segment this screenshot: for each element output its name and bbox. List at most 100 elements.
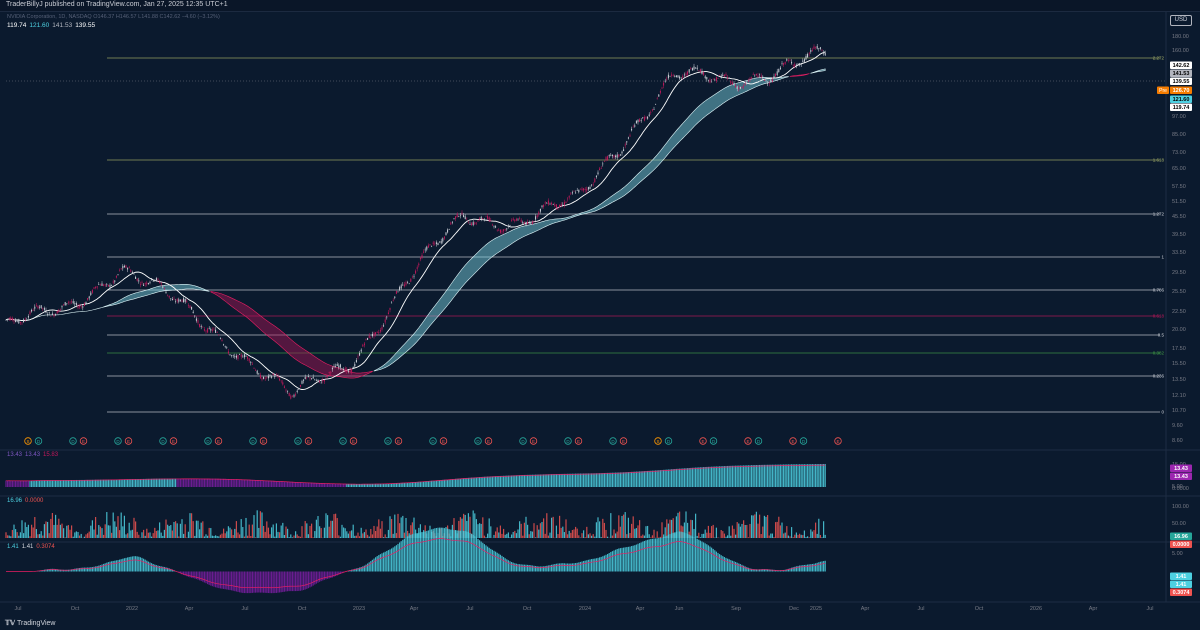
- candle-body: [743, 85, 745, 87]
- hist-bar: [181, 519, 183, 538]
- chart-canvas[interactable]: 2.2721.6181.27210.7860.6180.50.3820.2360…: [0, 12, 1200, 618]
- candle: [466, 217, 468, 221]
- candle: [384, 316, 386, 325]
- hist-bar: [637, 525, 639, 538]
- hist-bar: [821, 463, 823, 487]
- hist-bar: [643, 535, 645, 538]
- hist-bar: [523, 564, 525, 572]
- hist-bar: [227, 571, 229, 590]
- candle: [714, 78, 716, 81]
- hist-bar: [730, 465, 732, 487]
- candle-body: [552, 204, 554, 205]
- hist-bar: [786, 464, 788, 487]
- hist-bar: [698, 539, 700, 572]
- hist-bar: [131, 556, 133, 572]
- hist-bar: [346, 531, 348, 538]
- candle: [695, 67, 697, 69]
- candle: [224, 345, 226, 349]
- candle: [413, 273, 415, 279]
- candle: [117, 274, 119, 276]
- event-earnings-icon: E: [394, 437, 403, 445]
- candle-body: [235, 355, 237, 358]
- candle: [184, 298, 186, 304]
- candle: [475, 222, 477, 226]
- hist-bar: [515, 563, 517, 572]
- candle: [559, 204, 561, 208]
- candle: [15, 318, 17, 323]
- hist-bar: [709, 546, 711, 572]
- candle-body: [555, 204, 557, 208]
- hist-bar: [339, 571, 341, 574]
- candle-body: [610, 154, 612, 156]
- candle: [533, 220, 535, 223]
- candle-body: [157, 278, 159, 280]
- candle-body: [659, 90, 661, 93]
- hist-bar: [317, 516, 319, 538]
- candle-body: [130, 270, 132, 272]
- hist-bar: [130, 556, 132, 572]
- candle-body: [757, 75, 759, 77]
- candle: [408, 283, 410, 285]
- legend-value: 139.55: [75, 22, 96, 29]
- hist-bar: [629, 471, 631, 487]
- hist-bar: [274, 480, 276, 487]
- candle: [397, 290, 399, 293]
- event-letter: E: [82, 439, 85, 444]
- candle-body: [466, 217, 468, 219]
- hist-bar: [187, 571, 189, 577]
- candle-body: [463, 215, 465, 217]
- hist-bar: [663, 537, 665, 572]
- candle: [725, 72, 727, 77]
- hist-bar: [264, 571, 266, 593]
- candle: [10, 316, 12, 321]
- hist-bar: [733, 561, 735, 572]
- hist-bar: [520, 564, 522, 572]
- event-dividend-icon: D: [754, 437, 763, 445]
- hist-bar: [423, 481, 425, 487]
- candle: [799, 62, 801, 67]
- event-letter: D: [431, 439, 435, 444]
- hist-bar: [656, 531, 658, 538]
- hist-bar: [290, 571, 292, 592]
- candle-body: [55, 314, 57, 316]
- candle-body: [91, 290, 93, 293]
- hist-bar: [733, 465, 735, 487]
- hist-bar: [229, 479, 231, 487]
- price-tick: 12.10: [1172, 393, 1186, 399]
- hist-bar: [27, 480, 29, 487]
- hist-bar: [490, 526, 492, 538]
- hist-bar: [248, 479, 250, 487]
- candle: [794, 62, 796, 69]
- hist-bar: [58, 569, 60, 572]
- candle-body: [285, 389, 287, 391]
- currency-button[interactable]: USD: [1170, 15, 1192, 26]
- hist-bar: [55, 480, 57, 487]
- hist-bar: [607, 472, 609, 487]
- hist-bar: [5, 480, 7, 487]
- hist-bar: [147, 561, 149, 572]
- candle: [359, 350, 361, 357]
- candle: [51, 311, 53, 316]
- hist-bar: [51, 480, 53, 487]
- candle-body: [567, 198, 569, 200]
- event-dividend-icon: D: [609, 437, 617, 445]
- candle: [419, 256, 421, 262]
- candle: [469, 221, 471, 225]
- hist-bar: [771, 533, 773, 538]
- chart-area[interactable]: 2.272 1.618 1.272 1 0.786 0.618 0.5 0.382 0.236 0…: [0, 12, 1200, 618]
- hist-bar: [47, 569, 49, 572]
- hist-bar: [157, 565, 159, 572]
- candle-body: [559, 204, 561, 208]
- hist-bar: [477, 524, 479, 538]
- hist-bar: [509, 475, 511, 487]
- hist-bar: [557, 534, 559, 538]
- candle: [667, 72, 669, 80]
- hist-bar: [322, 571, 324, 581]
- candle: [813, 44, 815, 50]
- hist-bar: [56, 524, 58, 538]
- hist-bar: [59, 524, 61, 538]
- candle-body: [138, 280, 140, 282]
- candle: [285, 388, 287, 393]
- hist-bar: [83, 479, 85, 487]
- hist-bar: [351, 569, 353, 572]
